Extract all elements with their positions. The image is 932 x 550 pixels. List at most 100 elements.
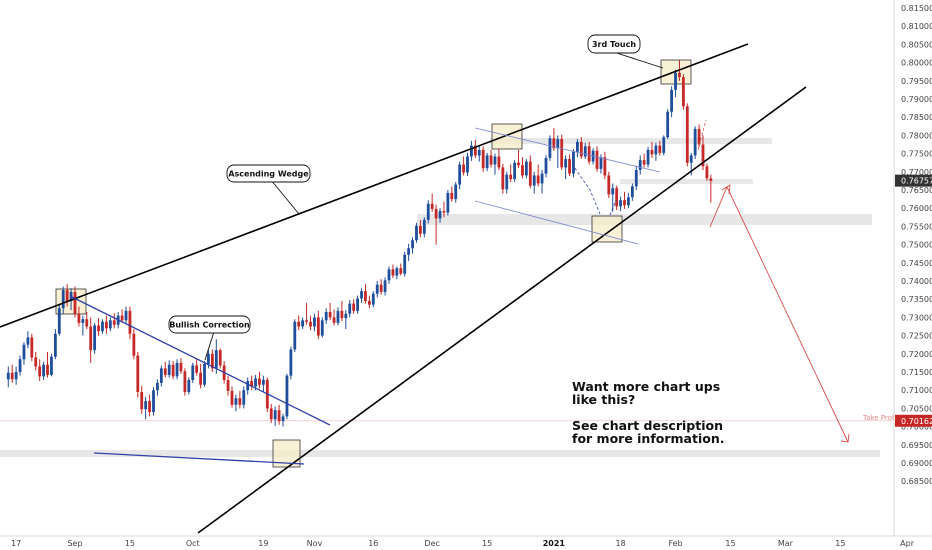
candle-body xyxy=(458,164,462,185)
channel-lower-line xyxy=(474,200,639,245)
candle-body xyxy=(348,303,352,314)
take-profit-label: Take Profit xyxy=(862,414,899,422)
price-tick-label: 0.70500 xyxy=(901,404,932,413)
candle-body xyxy=(466,156,469,173)
projected-path-blue xyxy=(571,163,601,215)
candle-body xyxy=(148,401,151,413)
candle-body xyxy=(120,315,124,321)
candle-body xyxy=(262,380,265,385)
candle-body xyxy=(528,161,532,186)
price-tick-label: 0.75500 xyxy=(901,222,932,231)
price-tick-label: 0.81500 xyxy=(901,4,932,13)
candle-body xyxy=(132,333,136,356)
candle-body xyxy=(42,364,45,377)
candle-body xyxy=(521,165,524,176)
time-tick-label: 15 xyxy=(482,539,492,548)
current-price-tag-bg xyxy=(895,174,932,187)
candle-body xyxy=(383,280,387,292)
promo-line-1: Want more chart ups like this? xyxy=(572,379,721,407)
candle-body xyxy=(195,365,199,373)
candle-body xyxy=(678,72,681,78)
time-tick-label: 18 xyxy=(615,539,625,548)
candle-body xyxy=(285,375,289,417)
candle-body xyxy=(646,149,650,165)
candle-body xyxy=(210,353,214,369)
candle-body xyxy=(587,146,591,162)
candle-body xyxy=(681,77,685,107)
candle-body xyxy=(332,317,336,323)
time-tick-label: Sep xyxy=(67,539,82,548)
candle-body xyxy=(214,350,218,369)
candle-body xyxy=(462,164,465,173)
candle-body xyxy=(701,144,705,167)
candle-body xyxy=(38,366,42,377)
candle-body xyxy=(442,211,446,213)
candle-body xyxy=(124,310,128,321)
candle-body xyxy=(540,173,544,184)
bullish-correction-callout-label: Bullish Correction xyxy=(169,321,250,330)
candle-body xyxy=(595,150,599,169)
candle-body xyxy=(89,326,93,351)
candle-body xyxy=(360,291,363,299)
candle-body xyxy=(634,169,638,187)
touch-box-2 xyxy=(591,215,623,243)
candle-body xyxy=(450,192,454,200)
candle-body xyxy=(61,290,65,309)
bullish-correction-callout-pointer xyxy=(204,332,214,361)
price-tick-label: 0.78500 xyxy=(901,113,932,122)
price-tick-label: 0.76000 xyxy=(901,204,932,213)
candle-body xyxy=(30,337,34,358)
candle-body xyxy=(685,106,689,163)
candle-body xyxy=(53,333,57,357)
candle-body xyxy=(572,151,575,174)
price-tick-label: 0.80500 xyxy=(901,40,932,49)
candle-body xyxy=(654,145,658,155)
candlestick-series xyxy=(6,60,713,427)
time-tick-label: Feb xyxy=(668,539,682,548)
candle-body xyxy=(693,128,697,156)
trend-lines xyxy=(0,43,850,534)
candle-body xyxy=(336,310,340,323)
price-tick-label: 0.77500 xyxy=(901,150,932,159)
candle-body xyxy=(293,321,297,350)
candle-body xyxy=(501,167,505,190)
zone-3 xyxy=(620,179,753,184)
candle-body xyxy=(497,156,501,168)
candle-body xyxy=(14,372,18,380)
candle-body xyxy=(65,290,69,302)
price-tick-label: 0.70000 xyxy=(901,423,932,432)
candle-body xyxy=(513,162,516,180)
candle-body xyxy=(269,408,273,420)
candle-body xyxy=(434,208,438,219)
time-axis-bg xyxy=(0,536,932,550)
candle-body xyxy=(108,320,112,329)
support-resistance-zones xyxy=(0,138,893,457)
candle-body xyxy=(77,313,81,323)
candle-body xyxy=(203,363,206,385)
candle-body xyxy=(611,188,615,195)
candle-body xyxy=(430,203,434,209)
candle-body xyxy=(289,349,293,376)
candle-body xyxy=(697,128,701,145)
candle-body xyxy=(371,293,375,305)
candle-body xyxy=(579,141,583,157)
candle-body xyxy=(422,219,426,234)
candle-body xyxy=(258,378,261,385)
candle-body xyxy=(97,325,100,332)
candle-body xyxy=(112,320,116,325)
candle-body xyxy=(250,381,254,387)
candle-body xyxy=(320,320,324,336)
candle-body xyxy=(623,200,626,206)
candle-body xyxy=(426,203,430,220)
candle-body xyxy=(638,160,642,170)
candle-body xyxy=(183,371,187,393)
candle-body xyxy=(395,268,399,276)
candle-body xyxy=(689,155,693,163)
take-profit-tag-bg xyxy=(895,414,932,427)
candle-body xyxy=(642,160,646,165)
candle-body xyxy=(105,321,108,329)
correction-lower-line xyxy=(93,452,305,465)
time-tick-label: 19 xyxy=(258,539,268,548)
candle-body xyxy=(273,410,277,420)
